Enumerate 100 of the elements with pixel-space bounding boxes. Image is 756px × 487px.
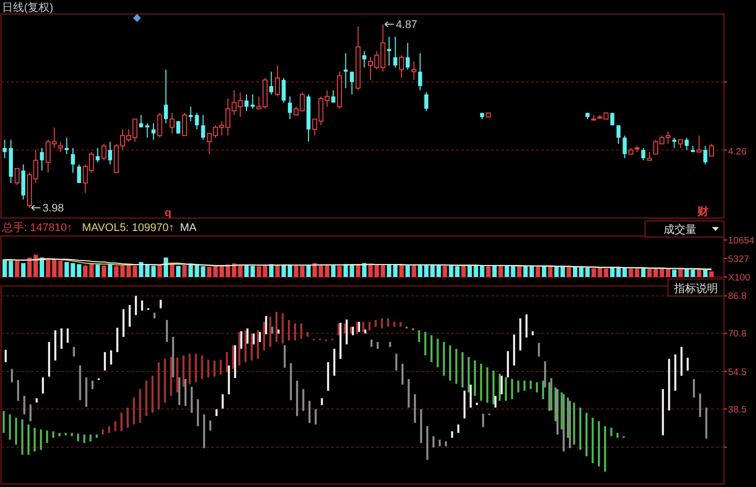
bar	[108, 426, 110, 433]
bar	[282, 313, 284, 344]
bar	[562, 394, 565, 452]
bar	[474, 360, 476, 396]
bar	[70, 432, 73, 436]
bar	[462, 352, 464, 388]
candlestick	[424, 92, 428, 112]
candlestick	[411, 60, 416, 80]
candlestick	[616, 124, 620, 144]
bar	[560, 392, 563, 430]
bar	[364, 330, 366, 334]
candlestick	[145, 122, 150, 138]
bar	[320, 398, 323, 406]
bar	[426, 426, 428, 460]
bar	[90, 434, 92, 442]
bar	[480, 266, 484, 277]
candlestick	[393, 36, 398, 68]
bar	[160, 300, 162, 308]
bar	[256, 330, 259, 359]
bar	[200, 266, 206, 277]
bar	[370, 340, 372, 347]
bar	[444, 441, 447, 446]
bar	[151, 266, 156, 277]
y-tick-label: X100	[728, 272, 750, 284]
candlestick	[244, 94, 248, 112]
bar	[226, 352, 228, 372]
candlestick	[350, 71, 354, 95]
bar	[79, 365, 82, 400]
bar	[54, 330, 56, 361]
bar	[544, 361, 546, 388]
bar	[158, 264, 162, 277]
candlestick	[176, 120, 180, 134]
bar	[480, 364, 482, 401]
bar	[122, 309, 124, 337]
bar	[568, 400, 571, 448]
bar	[258, 332, 261, 342]
bar	[524, 380, 526, 391]
bar	[145, 380, 148, 416]
bar	[166, 320, 168, 342]
bar	[513, 334, 516, 366]
bar	[586, 412, 588, 456]
bar	[182, 355, 184, 387]
candlestick	[622, 135, 627, 159]
bar	[376, 342, 379, 349]
candlestick	[194, 112, 199, 130]
bar	[209, 420, 212, 431]
bar	[436, 338, 439, 368]
bar	[116, 328, 118, 352]
bar	[517, 380, 520, 392]
bar	[269, 264, 274, 277]
bar	[449, 345, 452, 381]
bar	[506, 351, 509, 378]
bar	[36, 398, 38, 402]
bar	[538, 342, 540, 357]
bar	[511, 379, 514, 400]
bar	[598, 421, 600, 466]
bar	[234, 345, 236, 378]
y-tick-label: 38.5	[728, 404, 746, 416]
candlestick	[387, 36, 392, 66]
candlestick	[610, 112, 614, 126]
bar	[244, 330, 246, 362]
bar	[302, 389, 304, 411]
bar	[164, 358, 166, 403]
bar	[504, 377, 507, 401]
candlestick	[399, 54, 404, 78]
bar	[374, 320, 377, 327]
bar	[72, 346, 75, 357]
bar	[290, 363, 292, 400]
candlestick	[672, 137, 676, 148]
bar	[207, 360, 210, 378]
bar	[337, 266, 342, 277]
bar	[705, 408, 708, 439]
bar	[184, 379, 186, 406]
bar	[76, 264, 82, 277]
bar	[114, 266, 118, 277]
bar	[10, 368, 13, 382]
bar	[418, 330, 420, 342]
bar	[438, 440, 441, 446]
bar	[58, 432, 60, 436]
bar	[604, 426, 606, 472]
bar	[48, 342, 50, 377]
bar	[634, 268, 640, 277]
bar	[110, 350, 112, 364]
bar	[102, 429, 104, 435]
bar	[610, 268, 614, 277]
bar	[498, 264, 503, 277]
bar	[692, 379, 695, 398]
candlestick	[64, 137, 69, 155]
bar	[526, 314, 528, 338]
annotation: 财	[696, 205, 708, 218]
candlestick	[40, 147, 44, 172]
bar	[134, 296, 137, 316]
candlestick	[684, 137, 689, 150]
bar	[92, 380, 94, 390]
bar	[672, 270, 676, 277]
bar	[680, 346, 682, 376]
bar	[424, 332, 426, 356]
bar	[451, 431, 454, 438]
bar	[85, 377, 88, 407]
bar	[246, 328, 248, 344]
